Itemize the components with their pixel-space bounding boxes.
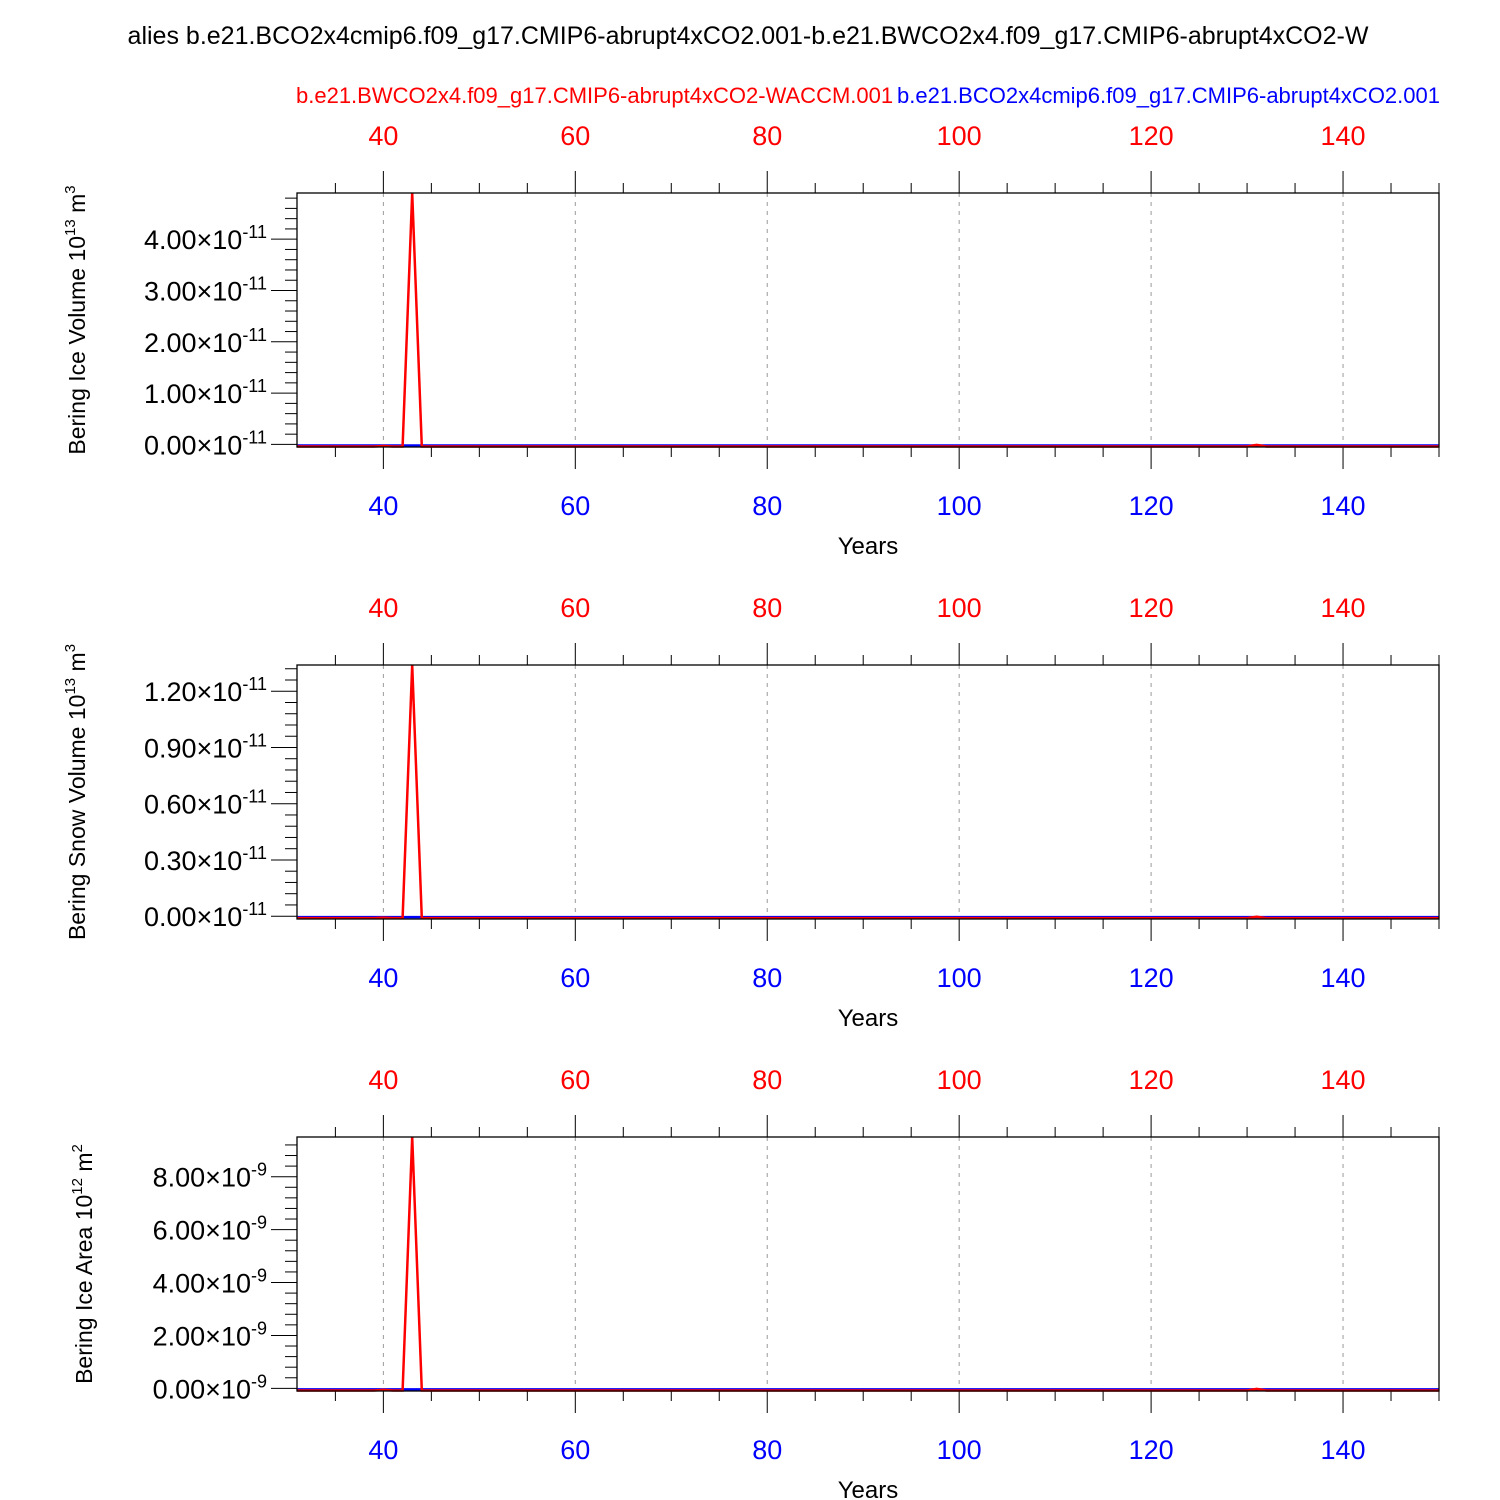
legend-red-label: b.e21.BWCO2x4.f09_g17.CMIP6-abrupt4xCO2-… — [296, 83, 893, 108]
panels: 40 40 60 60 80 80 100 100 120 120 140 140 0.00×10-11… — [62, 121, 1440, 1500]
plot-frame — [296, 192, 1440, 448]
bottom-x-tick-label: 80 — [752, 491, 782, 521]
top-x-tick-label: 120 — [1129, 593, 1174, 623]
plot-frame — [296, 664, 1440, 920]
bottom-x-tick-label: 140 — [1321, 1435, 1366, 1465]
top-x-tick-label: 120 — [1129, 121, 1174, 151]
bottom-x-tick-label: 100 — [937, 963, 982, 993]
figure-title: alies b.e21.BCO2x4cmip6.f09_g17.CMIP6-ab… — [128, 22, 1369, 50]
top-x-tick-label: 40 — [368, 121, 398, 151]
y-tick-label: 0.00×10-11 — [144, 899, 267, 932]
y-tick-label: 6.00×10-9 — [153, 1213, 267, 1246]
y-tick-label: 3.00×10-11 — [144, 273, 267, 306]
plot-frame — [296, 1136, 1440, 1392]
bottom-x-tick-label: 80 — [752, 963, 782, 993]
series-line-red — [297, 192, 1439, 448]
y-tick-label: 0.30×10-11 — [144, 843, 267, 876]
y-tick-label: 1.20×10-11 — [144, 674, 267, 707]
chart-panel-2: 40 40 60 60 80 80 100 100 120 120 140 140 0.00×10-11… — [62, 593, 1440, 1032]
y-tick-label: 0.90×10-11 — [144, 730, 267, 763]
top-x-tick-label: 60 — [560, 593, 590, 623]
y-tick-label: 2.00×10-11 — [144, 325, 267, 358]
y-tick-label: 4.00×10-11 — [144, 222, 267, 255]
legend-blue-label: b.e21.BCO2x4cmip6.f09_g17.CMIP6-abrupt4x… — [897, 83, 1440, 108]
bottom-x-tick-label: 80 — [752, 1435, 782, 1465]
bottom-x-tick-label: 100 — [937, 491, 982, 521]
bottom-x-tick-label: 140 — [1321, 963, 1366, 993]
y-axis-label: Bering Snow Volume 1013 m3 — [62, 644, 90, 940]
chart-panel-1: 40 40 60 60 80 80 100 100 120 120 140 140 0.00×10-11… — [62, 121, 1440, 560]
top-x-tick-label: 40 — [368, 1065, 398, 1095]
bottom-x-tick-label: 60 — [560, 1435, 590, 1465]
bottom-x-tick-label: 100 — [937, 1435, 982, 1465]
bottom-x-tick-label: 40 — [368, 491, 398, 521]
y-axis-label: Bering Ice Volume 1013 m3 — [62, 185, 90, 454]
bottom-x-tick-label: 120 — [1129, 491, 1174, 521]
x-axis-label: Years — [838, 1477, 899, 1500]
top-x-tick-label: 140 — [1321, 593, 1366, 623]
y-axis-label: Bering Ice Area 1012 m2 — [69, 1144, 97, 1384]
x-axis-label: Years — [838, 1005, 899, 1032]
top-x-tick-label: 140 — [1321, 1065, 1366, 1095]
top-x-tick-label: 100 — [937, 121, 982, 151]
top-x-tick-label: 80 — [752, 121, 782, 151]
y-tick-label: 0.00×10-11 — [144, 427, 267, 460]
y-tick-label: 2.00×10-9 — [153, 1318, 267, 1351]
bottom-x-tick-label: 120 — [1129, 1435, 1174, 1465]
top-x-tick-label: 100 — [937, 593, 982, 623]
top-x-tick-label: 80 — [752, 1065, 782, 1095]
top-x-tick-label: 40 — [368, 593, 398, 623]
bottom-x-tick-label: 40 — [368, 963, 398, 993]
top-x-tick-label: 80 — [752, 593, 782, 623]
bottom-x-tick-label: 60 — [560, 491, 590, 521]
top-x-tick-label: 60 — [560, 1065, 590, 1095]
y-tick-label: 8.00×10-9 — [153, 1160, 267, 1193]
series-line-red — [297, 664, 1439, 920]
bottom-x-tick-label: 140 — [1321, 491, 1366, 521]
x-axis-label: Years — [838, 533, 899, 560]
y-tick-label: 1.00×10-11 — [144, 376, 267, 409]
top-x-tick-label: 120 — [1129, 1065, 1174, 1095]
y-tick-label: 0.00×10-9 — [153, 1371, 267, 1404]
bottom-x-tick-label: 40 — [368, 1435, 398, 1465]
top-x-tick-label: 60 — [560, 121, 590, 151]
y-tick-label: 0.60×10-11 — [144, 787, 267, 820]
bottom-x-tick-label: 120 — [1129, 963, 1174, 993]
top-x-tick-label: 140 — [1321, 121, 1366, 151]
y-tick-label: 4.00×10-9 — [153, 1266, 267, 1299]
series-line-red — [297, 1136, 1439, 1392]
top-x-tick-label: 100 — [937, 1065, 982, 1095]
chart-panel-3: 40 40 60 60 80 80 100 100 120 120 140 140 0.00×10-9 2… — [69, 1065, 1440, 1500]
bottom-x-tick-label: 60 — [560, 963, 590, 993]
